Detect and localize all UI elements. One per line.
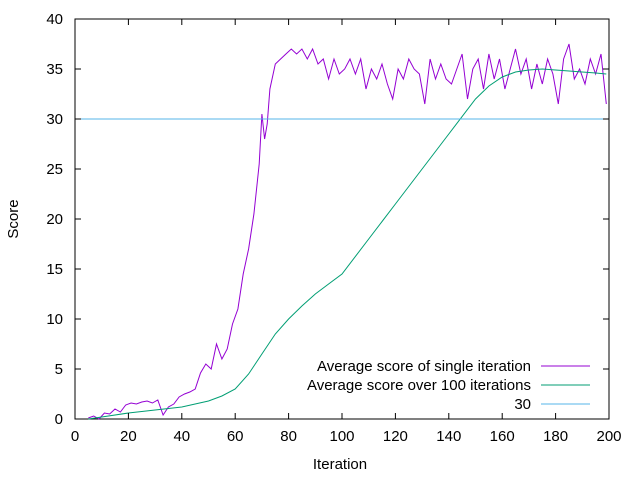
x-tick-label: 20: [120, 428, 137, 445]
legend-label-2: Average score over 100 iterations: [307, 377, 531, 394]
legend: Average score of single iteration Average…: [307, 358, 590, 413]
y-tick-label: 5: [55, 361, 63, 378]
x-tick-label: 80: [280, 428, 297, 445]
x-axis-label: Iteration: [313, 456, 367, 473]
y-tick-label: 30: [46, 111, 63, 128]
y-tick-label: 35: [46, 61, 63, 78]
series-layer: [75, 43, 609, 420]
legend-label-1: Average score of single iteration: [317, 358, 531, 375]
x-tick-label: 40: [173, 428, 190, 445]
y-tick-label: 20: [46, 211, 63, 228]
y-tick-label: 25: [46, 161, 63, 178]
x-tick-label: 140: [436, 428, 461, 445]
series-line-2: [88, 68, 607, 420]
x-tick-label: 0: [71, 428, 79, 445]
x-tick-label: 180: [543, 428, 568, 445]
y-tick-label: 10: [46, 311, 63, 328]
x-tick-label: 120: [383, 428, 408, 445]
x-tick-label: 160: [490, 428, 515, 445]
x-tick-label: 200: [596, 428, 621, 445]
y-tick-label: 0: [55, 411, 63, 428]
y-tick-label: 15: [46, 261, 63, 278]
y-axis-ticks: 0 5 10 15 20 25 30 35 40: [46, 11, 609, 428]
series-line-1: [88, 43, 607, 420]
x-tick-label: 60: [227, 428, 244, 445]
x-tick-label: 100: [329, 428, 354, 445]
y-axis-label: Score: [5, 199, 22, 238]
legend-label-3: 30: [514, 396, 531, 413]
x-axis-ticks: 0 20 40 60 80 100 120 140 160 180 200: [71, 19, 622, 445]
y-tick-label: 40: [46, 11, 63, 28]
